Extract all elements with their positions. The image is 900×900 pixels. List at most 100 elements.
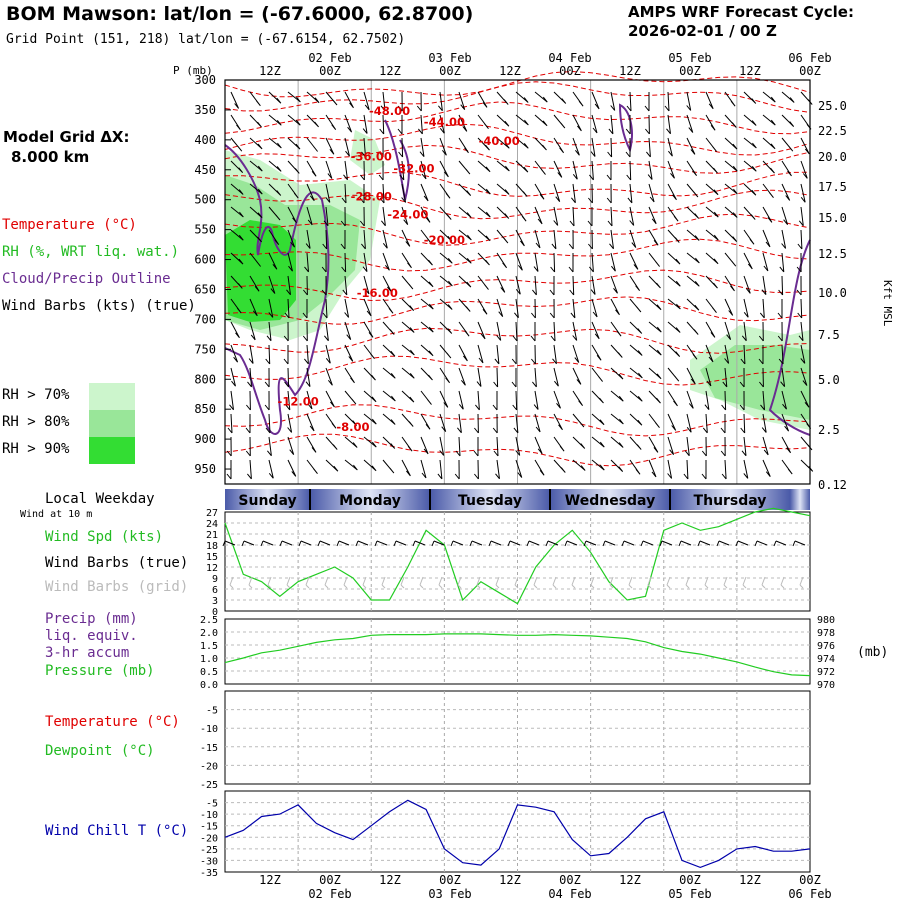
wind-barb — [534, 206, 543, 225]
wind-barb — [572, 436, 586, 449]
wind-barb — [496, 275, 506, 293]
weekday-band — [225, 489, 310, 510]
wind-barb — [325, 390, 335, 408]
wind-barb — [306, 413, 315, 432]
wind-barb — [743, 160, 757, 172]
wind-barb — [759, 367, 764, 388]
precip-tick: 0.5 — [200, 667, 218, 678]
surface-wind-barb — [298, 540, 312, 547]
top-date-label: 02 Feb — [308, 51, 351, 65]
wind-barb — [420, 390, 432, 405]
wind-barb — [230, 114, 241, 131]
wind-barb — [667, 459, 673, 479]
wind-barb — [705, 252, 719, 265]
wind-barb — [473, 437, 479, 457]
wind-barb — [477, 275, 489, 290]
pressure-label: Pressure (mb) — [45, 663, 155, 679]
wind-barb — [667, 390, 678, 407]
wind-barb — [477, 206, 491, 218]
wind-barb — [245, 414, 251, 434]
wind-barb — [321, 275, 327, 296]
wind-barb — [342, 275, 348, 296]
wind-barb — [306, 183, 315, 202]
surface-wind-barb — [279, 540, 293, 547]
wind-barb — [606, 183, 612, 204]
bottom-hour-label: 12Z — [739, 873, 761, 887]
wind-barb — [648, 183, 655, 203]
temperature-contour-8 — [224, 238, 811, 272]
wind-barb — [458, 367, 466, 386]
temperature-contour-label: -32.00 — [393, 162, 434, 176]
wind-barb — [340, 230, 346, 250]
legend-temperature: Temperature (°C) — [2, 217, 137, 233]
wind-barb — [648, 344, 662, 356]
wind-barb — [798, 206, 804, 227]
wind-barb — [761, 275, 767, 296]
wind-barb — [344, 344, 354, 362]
wind-barb — [533, 252, 539, 272]
wind-barb — [458, 229, 472, 241]
wind-barb — [439, 321, 453, 334]
temperature-contour-2 — [224, 101, 811, 135]
wind-barb — [401, 344, 415, 356]
grid-wind-barb — [438, 576, 443, 589]
grid-wind-barb — [533, 576, 538, 589]
wind-barb — [344, 321, 352, 341]
rh80-swatch — [89, 410, 135, 438]
wind-barb — [458, 137, 469, 154]
wind-barb — [287, 229, 296, 248]
model-grid-label: Model Grid ΔX: — [3, 128, 130, 146]
cross-section-panel — [224, 70, 814, 485]
wind-barb — [589, 160, 594, 181]
wind-barb — [397, 115, 403, 135]
wind-barb — [686, 206, 700, 219]
wind-barb — [591, 459, 605, 471]
wind-barb — [363, 321, 374, 338]
legend-rh70-label: RH > 70% — [2, 387, 70, 403]
surface-wind-barb — [640, 540, 654, 547]
wind-barb — [686, 367, 696, 385]
wind-barb — [325, 344, 331, 364]
grid-wind-barb — [552, 576, 557, 589]
wind-barb — [762, 229, 771, 248]
wind-barb — [648, 206, 657, 225]
wind-barb — [401, 459, 411, 477]
wind-barb — [230, 367, 236, 387]
wind-barb — [382, 321, 395, 335]
wind-barb — [761, 413, 767, 433]
wind-barb — [667, 183, 677, 201]
wind-barb — [230, 344, 239, 363]
precip-liq-label: liq. equiv. — [45, 628, 138, 644]
wind-barb — [777, 321, 783, 342]
temperature-tick: -25 — [200, 780, 218, 791]
wind-barb — [740, 344, 746, 365]
wind-barb — [325, 160, 333, 179]
legend-cloud-outline: Cloud/Precip Outline — [2, 271, 171, 287]
weekday-band — [310, 489, 430, 510]
wind-barb — [532, 367, 537, 388]
wind-barb — [439, 252, 453, 264]
wind-barb — [777, 299, 783, 319]
local-weekday-label: Local Weekday — [45, 491, 155, 507]
wind-barb — [796, 275, 802, 296]
wind-barb — [686, 114, 694, 133]
wind-barb — [325, 91, 338, 106]
temperature-contour-4 — [224, 144, 811, 174]
wind-speed-tick: 27 — [206, 508, 218, 519]
wind-barb — [534, 229, 541, 249]
wind-barb — [511, 344, 517, 365]
temperature-contour-label: -24.00 — [387, 208, 428, 222]
wind-barb — [249, 298, 258, 317]
height-tick-label: 10.0 — [818, 286, 847, 300]
wind-barb — [382, 298, 394, 314]
wind-barb — [781, 229, 787, 249]
wind-barb — [382, 390, 396, 402]
wind-barb — [325, 436, 338, 450]
wind-barb — [477, 298, 488, 315]
wind-barb — [572, 114, 582, 132]
wind-barb — [781, 436, 792, 454]
wind-barb — [514, 298, 519, 319]
wind-barb — [401, 367, 415, 379]
wind-barb — [230, 321, 240, 339]
wind-barb — [249, 160, 263, 172]
